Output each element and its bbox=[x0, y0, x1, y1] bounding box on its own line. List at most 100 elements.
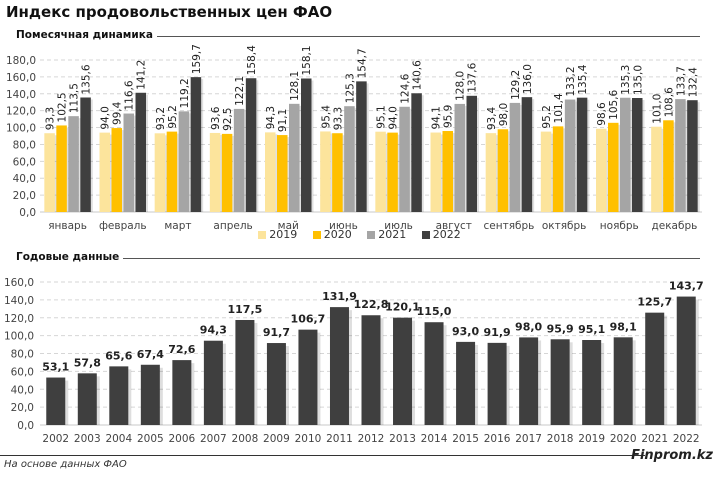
data-label: 115,0 bbox=[417, 305, 452, 318]
data-label: 128,0 bbox=[455, 71, 467, 101]
data-label: 135,3 bbox=[620, 65, 632, 95]
x-tick-label: 2003 bbox=[74, 433, 101, 445]
x-tick-label: апрель bbox=[213, 220, 252, 232]
x-tick-label: 2015 bbox=[452, 433, 479, 445]
bar-2019 bbox=[540, 131, 552, 212]
x-tick-label: 2008 bbox=[232, 433, 259, 445]
bar-2020 bbox=[166, 131, 178, 212]
bar-2022 bbox=[521, 97, 533, 212]
bar-2004 bbox=[109, 366, 129, 425]
data-label: 91,1 bbox=[277, 109, 289, 132]
bar-2020 bbox=[387, 132, 398, 212]
page-title: Индекс продовольственных цен ФАО bbox=[6, 3, 333, 21]
y-tick-label: 140,0 bbox=[6, 89, 36, 101]
bar-2021 bbox=[645, 312, 665, 425]
bar-2022 bbox=[687, 100, 698, 212]
bar-2019 bbox=[209, 132, 221, 212]
y-tick-label: 120,0 bbox=[6, 106, 36, 118]
data-label: 98,6 bbox=[596, 102, 608, 126]
data-label: 99,4 bbox=[112, 101, 124, 125]
bar-2021 bbox=[399, 106, 410, 212]
bar-2021 bbox=[509, 102, 521, 212]
data-label: 101,4 bbox=[553, 93, 565, 123]
y-tick-label: 0,0 bbox=[17, 420, 34, 432]
bar-2021 bbox=[620, 97, 631, 212]
x-tick-label: август bbox=[436, 220, 472, 232]
data-label: 95,9 bbox=[443, 105, 455, 128]
bar-2020 bbox=[552, 126, 564, 212]
bar-2022 bbox=[80, 97, 91, 212]
data-label: 159,7 bbox=[191, 44, 203, 74]
bar-2002 bbox=[46, 377, 66, 425]
bar-2005 bbox=[140, 364, 160, 425]
x-tick-label: 2010 bbox=[295, 433, 322, 445]
bar-2007 bbox=[203, 340, 223, 425]
x-tick-label: 2011 bbox=[326, 433, 353, 445]
data-label: 95,1 bbox=[376, 105, 388, 128]
data-label: 95,9 bbox=[547, 322, 574, 335]
data-label: 93,6 bbox=[210, 106, 222, 130]
data-label: 95,4 bbox=[320, 105, 332, 129]
data-label: 72,6 bbox=[168, 343, 195, 356]
data-label: 116,6 bbox=[124, 80, 136, 110]
y-tick-label: 20,0 bbox=[11, 402, 34, 414]
bar-2020 bbox=[497, 129, 509, 212]
y-tick-label: 60,0 bbox=[13, 156, 36, 168]
data-label: 94,3 bbox=[265, 106, 277, 129]
x-tick-label: 2014 bbox=[421, 433, 448, 445]
bar-2011 bbox=[329, 307, 349, 425]
bar-2019 bbox=[485, 133, 497, 212]
y-tick-label: 80,0 bbox=[11, 349, 34, 361]
bar-2021 bbox=[123, 113, 134, 212]
data-label: 133,7 bbox=[675, 66, 687, 96]
x-tick-label: 2005 bbox=[137, 433, 164, 445]
legend-label: 2021 bbox=[378, 228, 407, 241]
data-label: 125,7 bbox=[637, 296, 672, 309]
data-label: 117,5 bbox=[228, 303, 263, 316]
x-tick-label: январь bbox=[48, 220, 87, 232]
bar-2022 bbox=[676, 296, 696, 425]
bar-2020 bbox=[663, 120, 674, 212]
bar-2021 bbox=[289, 103, 300, 212]
bar-2020 bbox=[442, 131, 453, 212]
bar-2021 bbox=[68, 116, 79, 212]
data-label: 95,2 bbox=[167, 105, 179, 128]
bar-2006 bbox=[172, 360, 192, 425]
x-tick-label: 2013 bbox=[389, 433, 416, 445]
data-label: 158,1 bbox=[301, 45, 313, 75]
bar-2017 bbox=[519, 337, 539, 425]
bar-2022 bbox=[190, 77, 202, 213]
bar-2014 bbox=[424, 322, 444, 425]
data-label: 108,6 bbox=[663, 87, 675, 117]
bar-2012 bbox=[361, 315, 381, 425]
data-label: 113,5 bbox=[69, 83, 81, 113]
data-label: 132,4 bbox=[687, 67, 699, 97]
data-label: 154,7 bbox=[356, 48, 368, 78]
data-label: 119,2 bbox=[179, 78, 191, 108]
bar-2022 bbox=[576, 97, 588, 212]
data-label: 135,0 bbox=[632, 65, 644, 95]
data-label: 129,2 bbox=[510, 70, 522, 100]
bar-2008 bbox=[235, 319, 255, 425]
data-label: 131,9 bbox=[322, 290, 357, 303]
bar-2018 bbox=[550, 339, 570, 425]
data-label: 158,4 bbox=[246, 45, 258, 75]
bar-2019 bbox=[582, 340, 602, 425]
x-tick-label: 2021 bbox=[641, 433, 668, 445]
bar-2019 bbox=[44, 133, 55, 212]
bar-2020 bbox=[332, 133, 343, 212]
legend-item-2020: 2020 bbox=[312, 228, 352, 241]
data-label: 128,1 bbox=[289, 71, 301, 101]
data-label: 93,3 bbox=[45, 107, 57, 130]
legend-swatch bbox=[258, 231, 267, 239]
bar-2019 bbox=[596, 128, 607, 212]
data-label: 91,9 bbox=[484, 326, 511, 339]
bar-2020 bbox=[56, 125, 67, 212]
x-tick-label: 2012 bbox=[358, 433, 385, 445]
data-label: 122,1 bbox=[234, 76, 246, 106]
legend-item-2021: 2021 bbox=[367, 228, 406, 241]
data-label: 91,7 bbox=[263, 326, 290, 339]
bar-2020 bbox=[221, 133, 233, 212]
bar-2022 bbox=[466, 95, 477, 212]
bar-2016 bbox=[487, 342, 507, 425]
